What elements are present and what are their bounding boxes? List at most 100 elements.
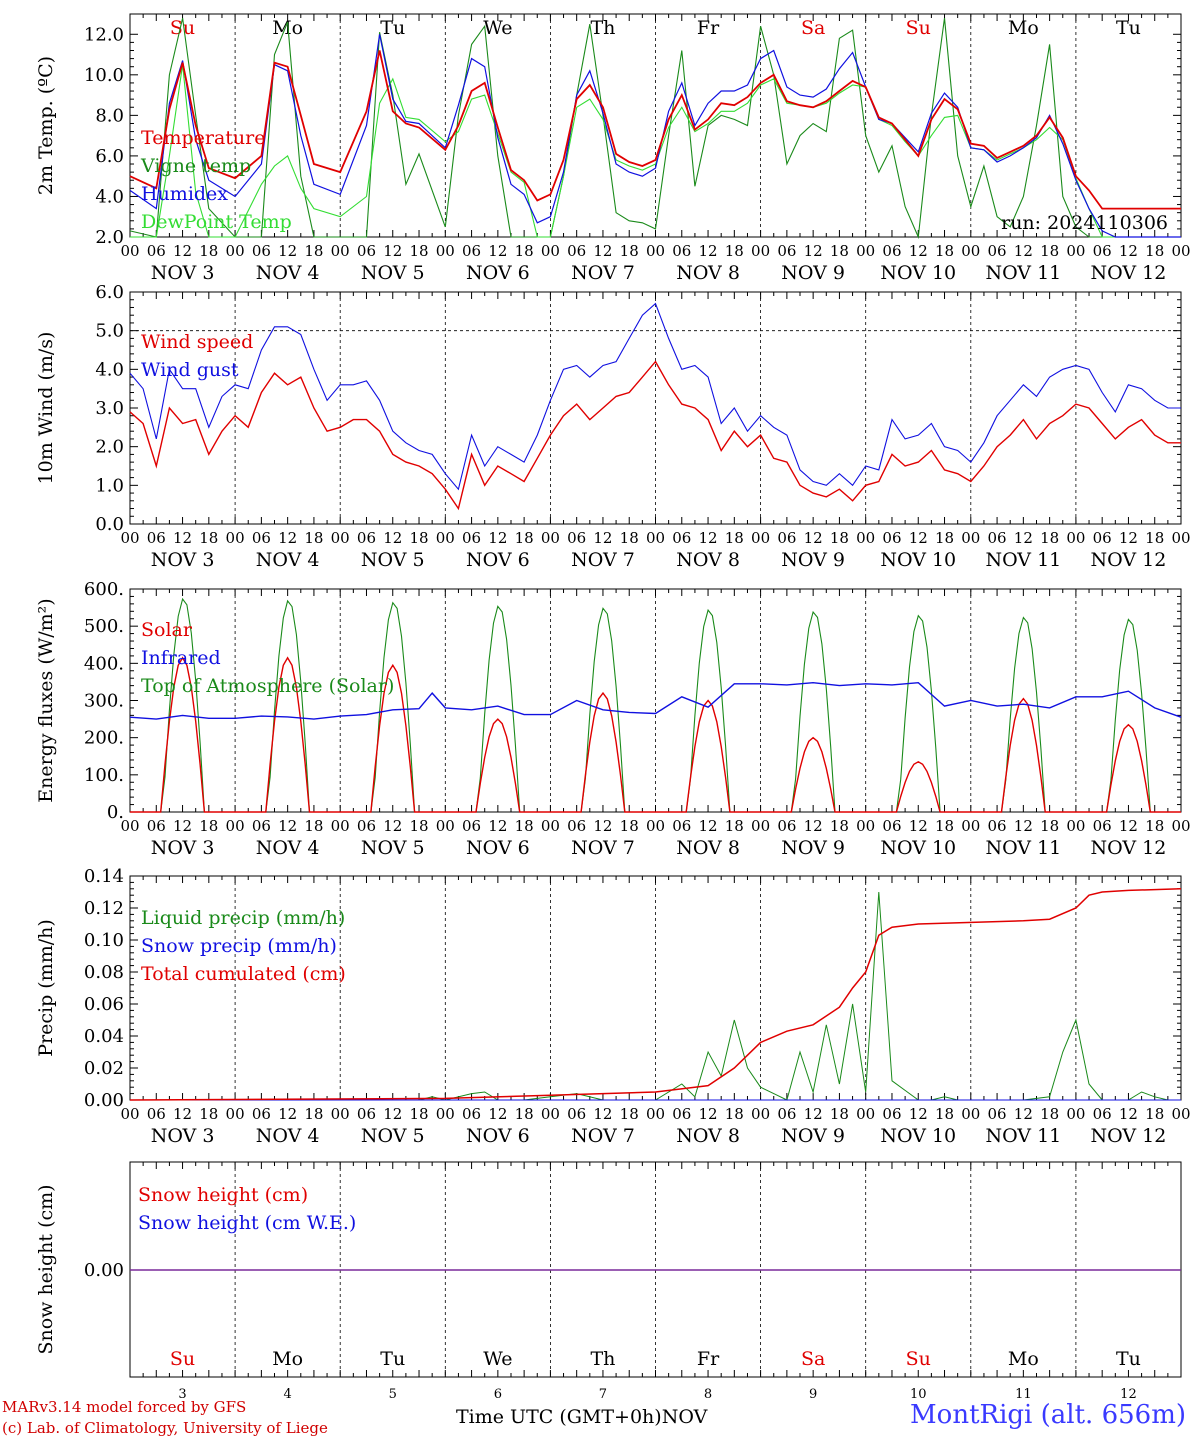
- hour-tick-label: 00: [541, 1105, 560, 1123]
- hour-tick-label: 12: [1119, 242, 1138, 260]
- hour-tick-label: 06: [147, 529, 166, 547]
- y-tick-label: 6.0: [95, 282, 124, 303]
- date-label: NOV 9: [781, 549, 845, 571]
- date-label: NOV 3: [151, 837, 215, 859]
- hour-tick-label: 00: [646, 1105, 665, 1123]
- hour-tick-label: 00: [961, 817, 980, 835]
- hour-tick-label: 00: [856, 242, 875, 260]
- hour-tick-label: 12: [278, 817, 297, 835]
- date-label: NOV 3: [151, 1125, 215, 1147]
- hour-tick-label: 06: [252, 1105, 271, 1123]
- energy-panel: 00 06 12 18 NOV 3 00 06 12 18 NOV 4 00 06 12 18 NOV 5 0…: [35, 579, 1191, 859]
- date-label: NOV 8: [676, 1125, 740, 1147]
- hour-tick-label: 06: [252, 529, 271, 547]
- y-tick-label: 10.0: [84, 65, 124, 86]
- weekday-label: Sa: [801, 1348, 825, 1370]
- hour-tick-label: 00: [120, 817, 139, 835]
- weekday-label: Su: [906, 1348, 931, 1370]
- y-tick-label: 6.0: [95, 146, 124, 167]
- hour-tick-label: 12: [909, 529, 928, 547]
- weekday-label: Th: [590, 17, 615, 39]
- hour-tick-label: 18: [304, 242, 323, 260]
- hour-tick-label: 18: [1040, 242, 1059, 260]
- y-axis-label: 10m Wind (m/s): [35, 332, 57, 485]
- y-tick-label: 8.0: [95, 105, 124, 126]
- hour-tick-label: 18: [304, 1105, 323, 1123]
- hour-tick-label: 18: [1145, 817, 1164, 835]
- hour-tick-label: 12: [488, 242, 507, 260]
- hour-tick-label: 06: [672, 1105, 691, 1123]
- day-number-label: 3: [178, 1387, 186, 1402]
- hour-tick-label: 06: [567, 242, 586, 260]
- date-label: NOV 11: [985, 837, 1061, 859]
- hour-tick-label: 12: [488, 1105, 507, 1123]
- hour-tick-label: 18: [409, 242, 428, 260]
- hour-tick-label: 00: [856, 529, 875, 547]
- lab-credit: (c) Lab. of Climatology, University of L…: [2, 1419, 328, 1437]
- hour-tick-label: 06: [147, 1105, 166, 1123]
- day-number-label: 9: [809, 1387, 817, 1402]
- hour-tick-label: 18: [725, 817, 744, 835]
- y-tick-label: 400.: [84, 653, 124, 674]
- date-label: NOV 5: [361, 262, 425, 284]
- hour-tick-label: 06: [462, 242, 481, 260]
- hour-tick-label: 12: [909, 1105, 928, 1123]
- hour-tick-label: 18: [620, 242, 639, 260]
- hour-tick-label: 12: [1119, 817, 1138, 835]
- weekday-label: Su: [170, 17, 195, 39]
- y-tick-label: 0.14: [84, 866, 124, 887]
- hour-tick-label: 06: [252, 817, 271, 835]
- precip-panel: 00 06 12 18 NOV 3 00 06 12 18 NOV 4 00 06 12 18 NOV 5 0…: [35, 866, 1191, 1147]
- hour-tick-label: 06: [672, 817, 691, 835]
- date-label: NOV 9: [781, 1125, 845, 1147]
- hour-tick-label: 00: [1171, 242, 1190, 260]
- hour-tick-label: 12: [804, 242, 823, 260]
- hour-tick-label: 00: [1171, 817, 1190, 835]
- y-tick-label: 500.: [84, 616, 124, 637]
- weekday-label: Tu: [1116, 1348, 1141, 1370]
- date-label: NOV 11: [985, 1125, 1061, 1147]
- hour-tick-label: 00: [436, 242, 455, 260]
- hour-tick-label: 18: [725, 242, 744, 260]
- hour-tick-label: 00: [751, 529, 770, 547]
- hour-tick-label: 00: [751, 242, 770, 260]
- y-tick-label: 4.0: [95, 186, 124, 207]
- hour-tick-label: 00: [1171, 529, 1190, 547]
- hour-tick-label: 06: [252, 242, 271, 260]
- y-tick-label: 0.08: [84, 962, 124, 983]
- hour-tick-label: 12: [1014, 242, 1033, 260]
- hour-tick-label: 18: [935, 242, 954, 260]
- legend-entry: Infrared: [141, 647, 221, 669]
- wind-panel: 00 06 12 18 NOV 3 00 06 12 18 NOV 4 00 06 12 18 NOV 5 0…: [35, 282, 1191, 571]
- weekday-label: Fr: [697, 1348, 720, 1370]
- legend-entry: Top of Atmosphere (Solar): [141, 675, 394, 697]
- hour-tick-label: 00: [436, 817, 455, 835]
- hour-tick-label: 18: [199, 529, 218, 547]
- y-tick-label: 0.06: [84, 994, 124, 1015]
- date-label: NOV 10: [880, 262, 956, 284]
- hour-tick-label: 12: [1119, 1105, 1138, 1123]
- temperature-panel: 00 06 12 18 NOV 3 00 06 12 18 NOV 4 00 06 12 18 NOV 5 0…: [35, 13, 1191, 284]
- hour-tick-label: 18: [935, 1105, 954, 1123]
- hour-tick-label: 12: [173, 529, 192, 547]
- y-tick-label: 3.0: [95, 398, 124, 419]
- hour-tick-label: 00: [1066, 529, 1085, 547]
- weekday-label: Th: [590, 1348, 615, 1370]
- hour-tick-label: 06: [777, 817, 796, 835]
- date-label: NOV 8: [676, 837, 740, 859]
- total-cumulated-line: [129, 888, 1182, 1101]
- y-tick-label: 0.12: [84, 898, 124, 919]
- hour-tick-label: 00: [226, 1105, 245, 1123]
- day-number-label: 10: [910, 1387, 927, 1402]
- hour-tick-label: 12: [383, 1105, 402, 1123]
- hour-tick-label: 06: [462, 529, 481, 547]
- hour-tick-label: 18: [1040, 1105, 1059, 1123]
- hour-tick-label: 06: [357, 817, 376, 835]
- hour-tick-label: 00: [120, 1105, 139, 1123]
- day-number-label: 11: [1015, 1387, 1032, 1402]
- legend-entry: Vigne temp: [140, 155, 251, 177]
- weekday-label: We: [483, 17, 512, 39]
- legend-entry: Liquid precip (mm/h): [141, 907, 345, 929]
- y-axis-label: Precip (mm/h): [35, 919, 57, 1057]
- weekday-label: Sa: [801, 17, 825, 39]
